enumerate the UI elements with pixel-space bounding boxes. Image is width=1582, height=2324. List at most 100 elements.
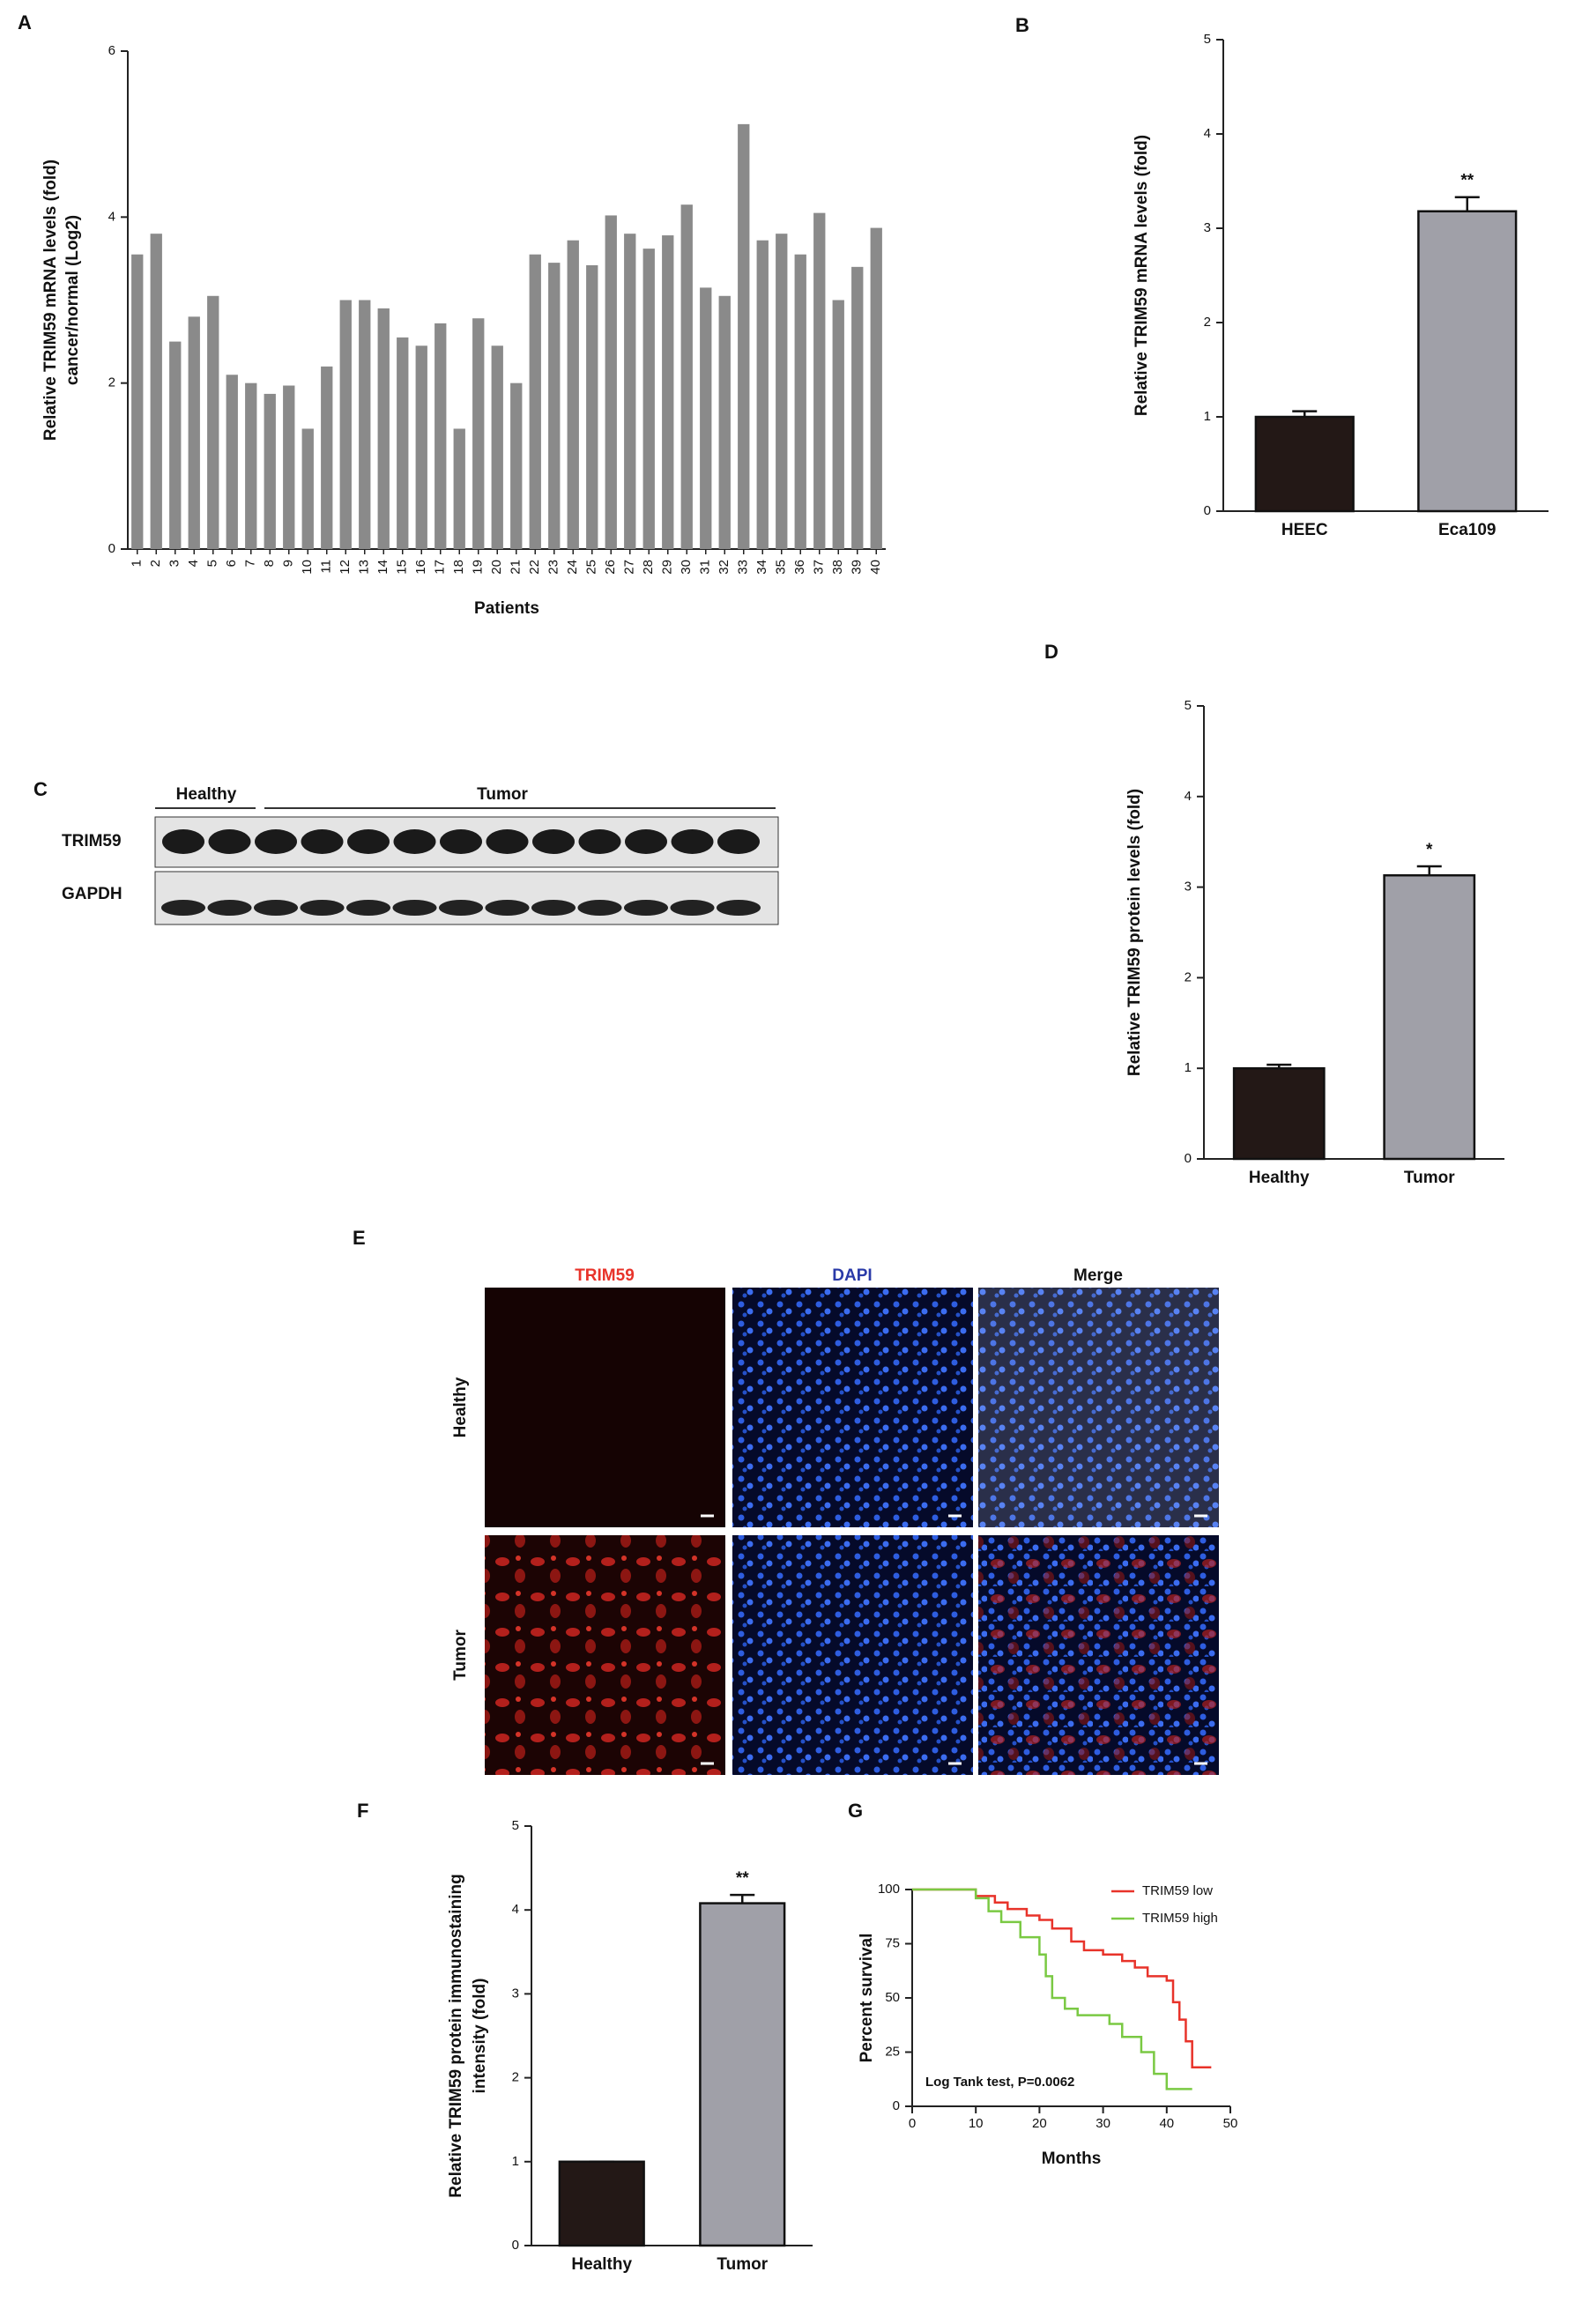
bar [699,1902,786,2247]
bar [870,227,882,549]
y-axis-label: Relative TRIM59 protein immunostaining [447,1874,465,2197]
x-tick-label: 9 [281,560,296,567]
y-tick-label: 5 [512,1818,519,1833]
x-axis-label: Months [1042,2150,1102,2168]
immunofluorescence-grid [485,1288,1219,1775]
if-column-label: DAPI [832,1266,872,1285]
x-tick-label: 16 [413,560,428,575]
band [347,829,390,854]
bar [700,287,712,549]
bar [453,428,465,549]
bar [738,123,750,549]
band [485,900,530,916]
y-tick-label: 100 [878,1882,900,1897]
bar [1254,415,1355,513]
bar [558,2160,645,2247]
bar [377,308,390,549]
y-tick-label: 2 [1185,969,1192,984]
x-tick-label: 6 [224,560,239,567]
band [208,829,251,854]
panel-letter: F [357,1800,368,1822]
x-tick-label: 18 [451,560,466,575]
panel-letter: B [1015,14,1029,36]
band [486,829,529,854]
x-tick-label: 31 [698,560,713,575]
bar [548,263,561,549]
if-column-label: Merge [1073,1266,1123,1285]
x-tick-label: 32 [717,560,732,575]
band [301,829,344,854]
x-tick-label: Eca109 [1438,521,1497,539]
x-tick-label: 12 [338,560,353,575]
bar [1383,873,1476,1161]
band [717,900,761,916]
bar [624,234,636,549]
bar [264,393,276,549]
bar [472,318,485,549]
x-tick-label: 27 [622,560,637,575]
panel-letter: E [353,1227,366,1249]
band [439,900,483,916]
legend-label: TRIM59 high [1142,1911,1218,1926]
western-blot [154,807,779,925]
bar [662,235,674,549]
panel-letter: C [33,778,48,800]
bar [245,382,257,549]
bar [567,240,579,549]
y-tick-label: 1 [1204,409,1211,424]
bar [529,254,541,549]
y-tick-label: 2 [1204,315,1211,330]
if-row-label: Healthy [451,1377,470,1437]
x-tick-label: 19 [471,560,486,575]
y-tick-label: 5 [1185,698,1192,713]
bar [832,300,844,549]
y-tick-label: 50 [885,1990,900,2005]
survival-line [912,1888,1212,2068]
bar [586,264,598,549]
bar [226,375,238,549]
bar [169,341,182,549]
x-tick-label: 22 [527,560,542,575]
blot-group-label: Healthy [176,785,237,804]
bar [851,266,864,549]
x-tick-label: 10 [969,2116,984,2131]
legend-label: TRIM59 low [1142,1883,1213,1898]
band [392,900,437,916]
x-tick-label: 28 [641,560,656,575]
y-tick-label: 0 [1204,503,1211,518]
y-tick-label: 4 [512,1902,519,1917]
x-tick-label: 14 [375,560,390,575]
band [717,829,760,854]
y-tick-label: 2 [512,2070,519,2085]
bar [718,295,731,549]
x-tick-label: 23 [546,560,561,575]
y-tick-label: 0 [108,541,115,556]
y-axis-label: Relative TRIM59 mRNA levels (fold) [1133,135,1151,416]
bar [321,366,333,549]
x-tick-label: 17 [433,560,448,575]
x-tick-label: 7 [243,560,258,567]
band [577,900,622,916]
annotation: Log Tank test, P=0.0062 [925,2075,1074,2090]
y-tick-label: 0 [512,2238,519,2253]
x-tick-label: 13 [357,560,372,575]
band [440,829,482,854]
bar [131,254,144,549]
bar [776,234,788,549]
bar [1232,1066,1326,1161]
significance-label: * [1426,841,1433,859]
y-tick-label: 4 [1185,789,1192,804]
x-tick-label: 38 [830,560,845,575]
x-tick-label: 33 [736,560,751,575]
band [207,900,252,916]
bar [794,254,806,549]
if-column-label: TRIM59 [575,1266,635,1285]
bar [188,316,200,549]
bar [397,337,409,549]
band [393,829,436,854]
significance-label: ** [1460,172,1474,190]
x-tick-label: 24 [565,560,580,575]
x-tick-label: 0 [909,2116,916,2131]
y-tick-label: 1 [512,2154,519,2169]
bar [756,240,769,549]
